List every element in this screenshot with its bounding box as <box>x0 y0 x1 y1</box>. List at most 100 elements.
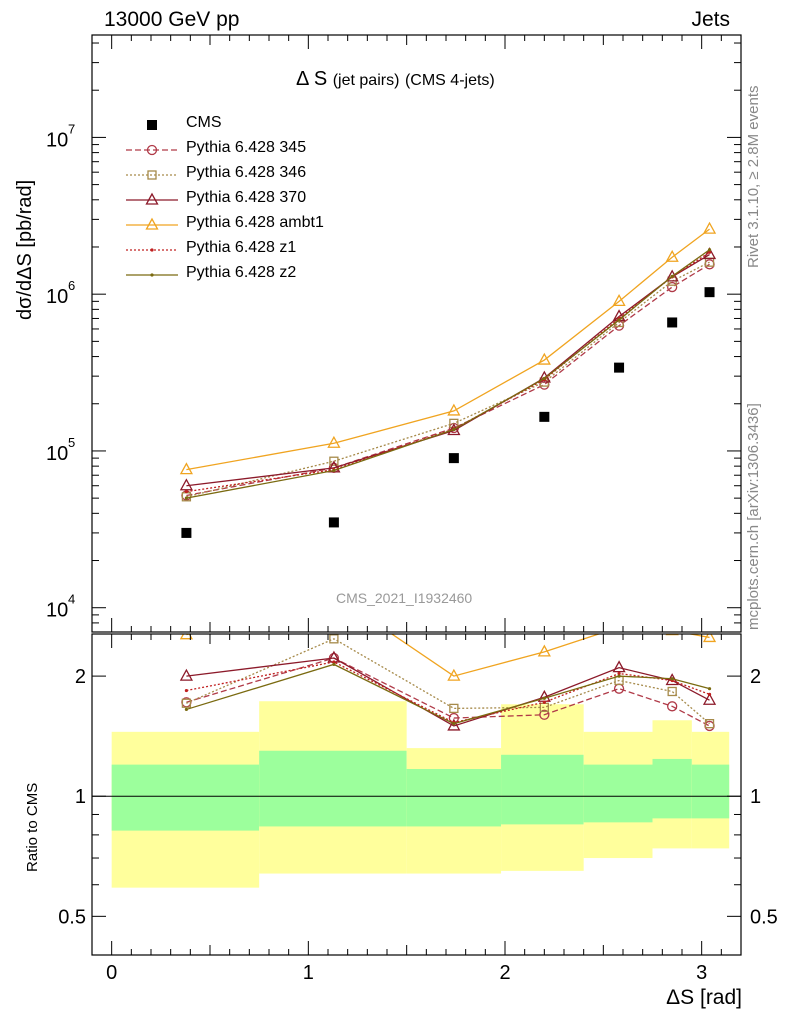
legend-swatch-z1 <box>126 248 178 252</box>
main-y-tick-label: 10 <box>46 129 68 151</box>
main-line-p370 <box>186 253 710 487</box>
ratio-line-ambt1 <box>186 634 710 677</box>
ratio-y-tick-label-right: 0.5 <box>750 906 778 928</box>
main-point-cms <box>181 527 192 538</box>
legend-swatch-p345 <box>126 144 178 156</box>
plot-title: Δ S (jet pairs) (CMS 4-jets) <box>296 68 495 91</box>
main-point-ambt1 <box>665 249 679 262</box>
ratio-point-p346 <box>329 634 339 644</box>
legend-label-cms: CMS <box>186 114 222 131</box>
mcplots-label: mcplots.cern.ch [arXiv:1306.3436] <box>745 403 762 630</box>
stat-band <box>406 769 502 827</box>
ratio-point-p345 <box>667 701 678 712</box>
legend-swatch-cms <box>147 120 157 130</box>
main-point-ambt1 <box>327 435 341 448</box>
main-point-z1 <box>707 250 712 254</box>
main-point-cms <box>448 453 459 464</box>
main-point-ambt1 <box>179 462 193 475</box>
legend-label-z2: Pythia 6.428 z2 <box>186 264 297 281</box>
main-point-z2 <box>707 248 712 252</box>
ratio-y-tick-label-right: 1 <box>750 786 761 808</box>
ratio-point-p346 <box>667 686 677 697</box>
legend-swatch-ambt1 <box>126 217 178 230</box>
header-right: Jets <box>691 8 730 31</box>
legend-item-cms: CMS <box>122 113 382 137</box>
main-point-p370 <box>179 478 193 491</box>
legend-label-p346: Pythia 6.428 346 <box>186 164 307 181</box>
stat-band <box>111 764 260 831</box>
main-point-cms <box>328 517 339 528</box>
main-curves <box>179 221 717 538</box>
ratio-point-z1 <box>332 660 336 664</box>
ratio-point-p370 <box>179 668 193 681</box>
legend-marker-z2 <box>150 273 154 277</box>
main-point-ambt1 <box>447 403 461 416</box>
main-point-ambt1 <box>612 293 626 306</box>
plot-title-sub: (jet pairs) <box>332 72 400 89</box>
main-y-tick-exponent: 5 <box>68 435 75 450</box>
ratio-point-z2 <box>707 687 712 691</box>
x-tick-label: 2 <box>499 962 510 984</box>
x-axis-label: ΔS [rad] <box>666 986 742 1009</box>
ratio-point-z2 <box>452 722 456 726</box>
main-point-cms <box>704 287 715 298</box>
legend-label-ambt1: Pythia 6.428 ambt1 <box>186 214 324 231</box>
stat-band <box>691 764 730 819</box>
main-frame <box>91 34 742 633</box>
stat-band <box>501 754 584 825</box>
stat-band <box>259 750 407 827</box>
ratio-y-tick-label: 1 <box>75 786 86 808</box>
legend-marker-p370 <box>145 192 159 205</box>
legend-item-p346: Pythia 6.428 346 <box>122 163 382 187</box>
ratio-point-z2 <box>184 707 188 712</box>
ratio-y-tick-label: 0.5 <box>58 906 86 928</box>
x-tick-label: 1 <box>303 962 314 984</box>
legend-label-z1: Pythia 6.428 z1 <box>186 239 297 256</box>
ratio-point-p370 <box>702 692 717 705</box>
legend-swatch-p346 <box>126 170 178 180</box>
main-point-ambt1 <box>702 221 717 234</box>
ratio-point-p370 <box>447 718 461 731</box>
ratio-point-z1 <box>542 700 546 704</box>
legend-swatch-z2 <box>126 273 178 277</box>
main-y-tick-label: 10 <box>46 600 68 622</box>
legend-marker-ambt1 <box>145 217 159 230</box>
main-y-tick-label: 10 <box>46 443 68 465</box>
ratio-line-p346 <box>186 638 710 725</box>
analysis-id: CMS_2021_I1932460 <box>336 590 473 606</box>
main-point-z2 <box>452 427 456 432</box>
main-line-p346 <box>186 261 710 498</box>
ratio-point-ambt1 <box>665 634 679 636</box>
ratio-point-p370 <box>612 660 626 673</box>
ratio-point-p345 <box>539 709 550 720</box>
main-point-z2 <box>542 376 546 381</box>
main-y-tick-exponent: 4 <box>68 592 75 607</box>
ratio-point-ambt1 <box>179 634 193 640</box>
plot-title-tail: (CMS 4-jets) <box>404 72 495 89</box>
stat-band <box>652 758 692 819</box>
ratio-frame <box>91 633 742 956</box>
main-point-z2 <box>332 468 336 473</box>
legend-swatch-p370 <box>126 192 178 205</box>
plot-title-main: Δ S <box>296 68 328 90</box>
ratio-point-p346 <box>704 719 715 729</box>
main-point-z1 <box>184 490 188 494</box>
main-line-p345 <box>186 263 710 497</box>
main-point-z2 <box>617 318 621 322</box>
ratio-point-z2 <box>617 674 621 678</box>
ratio-point-z1 <box>707 692 712 696</box>
legend-label-p345: Pythia 6.428 345 <box>186 139 307 156</box>
y-axis-label-ratio: Ratio to CMS <box>24 782 41 872</box>
rivet-label: Rivet 3.1.10, ≥ 2.8M events <box>745 85 762 269</box>
ratio-point-ambt1 <box>702 634 717 643</box>
ratio-point-z2 <box>670 677 674 681</box>
main-y-tick-label: 10 <box>46 286 68 308</box>
ratio-point-ambt1 <box>447 668 461 681</box>
stat-band <box>583 764 653 823</box>
ratio-bands <box>111 701 730 888</box>
ratio-point-z1 <box>617 671 621 676</box>
main-line-z2 <box>186 249 710 499</box>
legend-item-p370: Pythia 6.428 370 <box>122 188 382 212</box>
y-axis-label-main: dσ/dΔS [pb/rad] <box>14 179 36 320</box>
